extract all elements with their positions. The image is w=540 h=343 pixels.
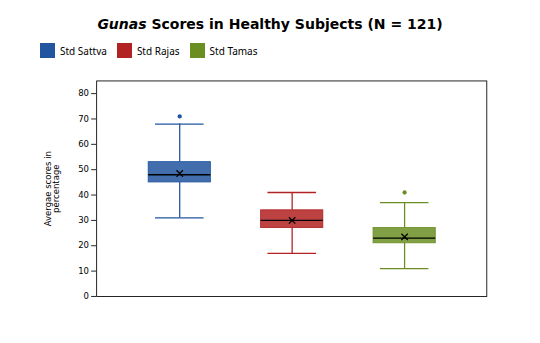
html-text:Std Sattva: Std Sattva xyxy=(60,43,107,58)
svg-text:40: 40 xyxy=(78,190,89,200)
html-text:Std Rajas: Std Rajas xyxy=(136,43,180,58)
svg-text:70: 70 xyxy=(78,114,89,124)
svg-text:60: 60 xyxy=(78,139,89,149)
html-text:Gunas Scores in Healthy Subjec: Gunas Scores in Healthy Subjects (N = 12… xyxy=(97,16,443,32)
svg-text:Avergae scores inpercentage: Avergae scores inpercentage xyxy=(43,151,62,226)
svg-text:30: 30 xyxy=(78,215,89,225)
html-text:Std Tamas: Std Tamas xyxy=(209,43,258,58)
svg-text:20: 20 xyxy=(78,240,89,250)
svg-text:10: 10 xyxy=(78,266,89,276)
svg-text:50: 50 xyxy=(78,164,89,174)
svg-text:0: 0 xyxy=(84,291,89,301)
svg-text:80: 80 xyxy=(78,88,89,98)
